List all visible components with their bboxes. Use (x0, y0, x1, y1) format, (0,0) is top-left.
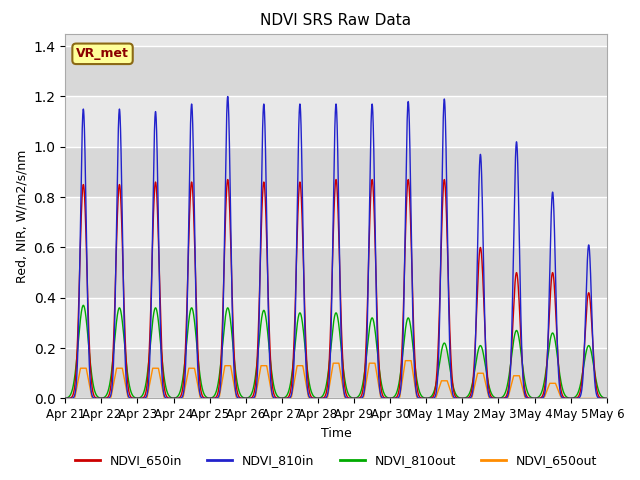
Bar (65, 96, 607, 147)
Bar (65, 298, 607, 348)
Bar (65, 248, 607, 298)
Bar (65, 197, 607, 248)
Bar (65, 147, 607, 197)
Title: NDVI SRS Raw Data: NDVI SRS Raw Data (260, 13, 412, 28)
X-axis label: Time: Time (321, 427, 351, 440)
Text: VR_met: VR_met (76, 48, 129, 60)
Bar (65, 46, 607, 96)
Bar (65, 348, 607, 398)
Legend: NDVI_650in, NDVI_810in, NDVI_810out, NDVI_650out: NDVI_650in, NDVI_810in, NDVI_810out, NDV… (70, 449, 602, 472)
Y-axis label: Red, NIR, W/m2/s/nm: Red, NIR, W/m2/s/nm (15, 149, 28, 283)
